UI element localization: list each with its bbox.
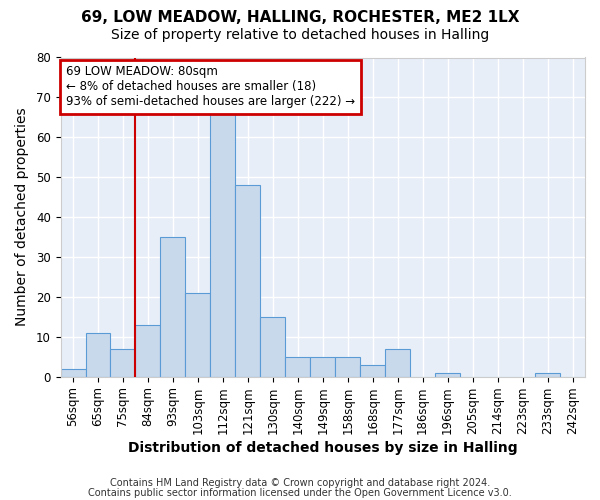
Text: Size of property relative to detached houses in Halling: Size of property relative to detached ho…	[111, 28, 489, 42]
Bar	[360, 364, 385, 376]
Bar	[435, 372, 460, 376]
Bar	[211, 110, 235, 376]
Bar	[110, 349, 136, 376]
Text: 69, LOW MEADOW, HALLING, ROCHESTER, ME2 1LX: 69, LOW MEADOW, HALLING, ROCHESTER, ME2 …	[81, 10, 519, 25]
Y-axis label: Number of detached properties: Number of detached properties	[15, 108, 29, 326]
Bar	[160, 237, 185, 376]
Bar	[86, 333, 110, 376]
Bar	[385, 349, 410, 376]
Bar	[535, 372, 560, 376]
Bar	[335, 357, 360, 376]
Bar	[286, 357, 310, 376]
Bar	[61, 368, 86, 376]
Bar	[235, 185, 260, 376]
X-axis label: Distribution of detached houses by size in Halling: Distribution of detached houses by size …	[128, 441, 518, 455]
Bar	[136, 325, 160, 376]
Bar	[185, 293, 211, 376]
Bar	[310, 357, 335, 376]
Text: Contains public sector information licensed under the Open Government Licence v3: Contains public sector information licen…	[88, 488, 512, 498]
Text: Contains HM Land Registry data © Crown copyright and database right 2024.: Contains HM Land Registry data © Crown c…	[110, 478, 490, 488]
Bar	[260, 317, 286, 376]
Text: 69 LOW MEADOW: 80sqm
← 8% of detached houses are smaller (18)
93% of semi-detach: 69 LOW MEADOW: 80sqm ← 8% of detached ho…	[66, 66, 355, 108]
